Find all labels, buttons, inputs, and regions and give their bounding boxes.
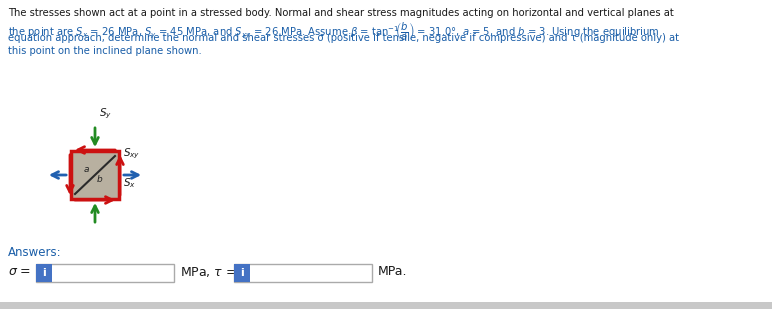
Text: MPa, $\tau$ =: MPa, $\tau$ =: [180, 265, 237, 279]
Bar: [36, 264, 52, 282]
Text: MPa.: MPa.: [378, 265, 408, 278]
Text: $\sigma$ =: $\sigma$ =: [8, 265, 31, 278]
Bar: [234, 264, 250, 282]
Text: $S_y$: $S_y$: [99, 107, 112, 121]
Text: $S_{xy}$: $S_{xy}$: [123, 147, 141, 161]
Text: equation approach, determine the normal and shear stresses σ (positive if tensil: equation approach, determine the normal …: [8, 33, 679, 43]
Text: $S_x$: $S_x$: [123, 176, 136, 190]
Bar: [71, 151, 119, 199]
Text: this point on the inclined plane shown.: this point on the inclined plane shown.: [8, 45, 201, 56]
Text: i: i: [240, 268, 244, 278]
Text: a: a: [83, 164, 89, 173]
Text: The stresses shown act at a point in a stressed body. Normal and shear stress ma: The stresses shown act at a point in a s…: [8, 8, 674, 18]
Bar: [234, 264, 372, 282]
Text: i: i: [42, 268, 46, 278]
Bar: [0, 302, 772, 309]
Text: b: b: [97, 175, 103, 184]
Text: Answers:: Answers:: [8, 246, 62, 259]
Text: the point are $S_x$ = 26 MPa, $S_y$ = 45 MPa, and $S_{xy}$ = 26 MPa. Assume $\be: the point are $S_x$ = 26 MPa, $S_y$ = 45…: [8, 20, 660, 43]
Bar: [36, 264, 174, 282]
